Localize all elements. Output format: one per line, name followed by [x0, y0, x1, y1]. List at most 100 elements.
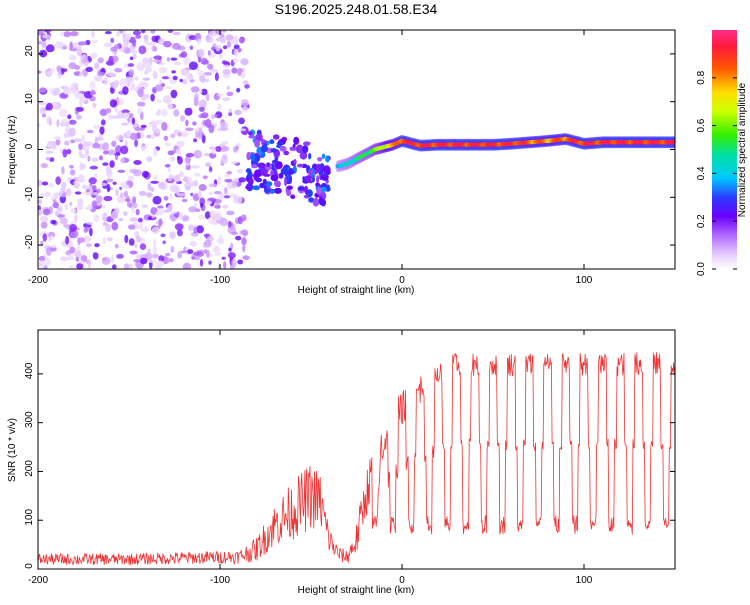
noise-speck: [214, 204, 221, 209]
noise-speck: [92, 39, 98, 44]
noise-speck: [236, 87, 241, 93]
noise-speck: [176, 140, 185, 148]
noise-speck: [226, 170, 233, 175]
noise-speck: [56, 65, 62, 73]
noise-speck: [61, 186, 66, 194]
noise-speck: [107, 149, 117, 156]
colorbar-tick-label: 0.4: [696, 166, 707, 180]
transition-blob: [325, 155, 330, 163]
noise-speck: [79, 55, 85, 60]
noise-speck: [92, 102, 97, 109]
transition-blob: [270, 169, 275, 177]
noise-speck: [38, 209, 44, 215]
noise-speck: [119, 78, 128, 88]
noise-speck: [240, 214, 247, 222]
noise-speck: [231, 161, 238, 165]
noise-speck: [244, 84, 250, 89]
noise-speck: [167, 30, 174, 33]
noise-speck: [221, 256, 226, 260]
noise-speck: [120, 47, 124, 52]
noise-speck: [41, 181, 49, 186]
noise-speck: [123, 190, 128, 198]
noise-speck: [219, 36, 226, 44]
noise-speck: [186, 176, 192, 183]
noise-speck: [231, 258, 237, 268]
noise-speck: [38, 260, 45, 269]
noise-speck: [177, 251, 183, 259]
noise-speck: [97, 57, 104, 64]
noise-speck: [115, 145, 122, 154]
noise-speck: [67, 114, 72, 120]
noise-speck: [151, 226, 160, 234]
spectrogram-ytick-label: -20: [24, 234, 35, 249]
noise-speck: [180, 115, 185, 122]
noise-speck: [207, 50, 211, 56]
spectrogram-marks: [38, 30, 675, 269]
noise-speck: [188, 206, 197, 213]
transition-blob: [293, 159, 297, 165]
transition-blob: [253, 177, 261, 181]
spectrogram-ytick-label: 10: [24, 93, 35, 105]
transition-blob: [297, 186, 305, 191]
noise-speck: [185, 153, 195, 158]
transition-blob: [289, 146, 297, 152]
noise-speck: [129, 56, 134, 61]
noise-speck: [198, 127, 203, 136]
noise-speck: [52, 201, 59, 209]
noise-speck: [86, 221, 94, 225]
transition-blob: [297, 163, 304, 168]
transition-blob: [286, 189, 292, 197]
noise-speck: [134, 126, 141, 132]
noise-speck: [67, 253, 74, 259]
snr-xtick-label: -200: [28, 575, 48, 586]
noise-speck: [49, 157, 55, 162]
transition-blob: [273, 187, 282, 194]
noise-speck: [39, 193, 46, 198]
noise-speck: [122, 86, 129, 95]
noise-speck: [38, 70, 42, 74]
noise-speck: [125, 184, 130, 189]
noise-speck: [74, 138, 82, 143]
noise-speck: [94, 243, 100, 248]
noise-speck: [172, 31, 181, 36]
noise-speck: [143, 38, 149, 44]
noise-speck: [135, 208, 140, 216]
noise-speck: [171, 70, 176, 74]
noise-speck: [193, 226, 198, 234]
noise-speck: [180, 250, 188, 254]
noise-speck: [162, 240, 166, 245]
spectrogram-xtick-label: -200: [28, 275, 48, 286]
noise-speck: [151, 35, 158, 42]
noise-speck: [133, 169, 142, 177]
noise-speck: [69, 224, 77, 232]
noise-speck: [115, 134, 125, 141]
noise-speck: [64, 203, 69, 211]
noise-speck: [157, 208, 165, 216]
noise-speck: [179, 131, 189, 138]
noise-speck: [150, 187, 155, 193]
transition-blob: [254, 169, 261, 178]
noise-speck: [136, 101, 146, 107]
noise-speck: [51, 68, 55, 73]
noise-speck: [123, 211, 128, 217]
transition-blob: [274, 170, 278, 176]
noise-speck: [129, 132, 138, 140]
noise-speck: [45, 44, 55, 53]
noise-speck: [130, 83, 136, 91]
noise-speck: [190, 86, 200, 93]
noise-speck: [120, 122, 130, 126]
noise-speck: [203, 72, 213, 76]
transition-blob: [315, 182, 320, 187]
transition-blob: [252, 185, 260, 191]
transition-blob: [264, 188, 271, 193]
noise-speck: [132, 196, 137, 204]
transition-blob: [316, 175, 320, 184]
noise-speck: [111, 221, 119, 231]
noise-speck: [173, 61, 181, 66]
noise-speck: [102, 237, 106, 245]
noise-speck: [110, 37, 115, 44]
noise-speck: [61, 166, 65, 175]
transition-blob: [302, 176, 306, 181]
noise-speck: [163, 196, 169, 201]
noise-speck: [137, 88, 144, 98]
